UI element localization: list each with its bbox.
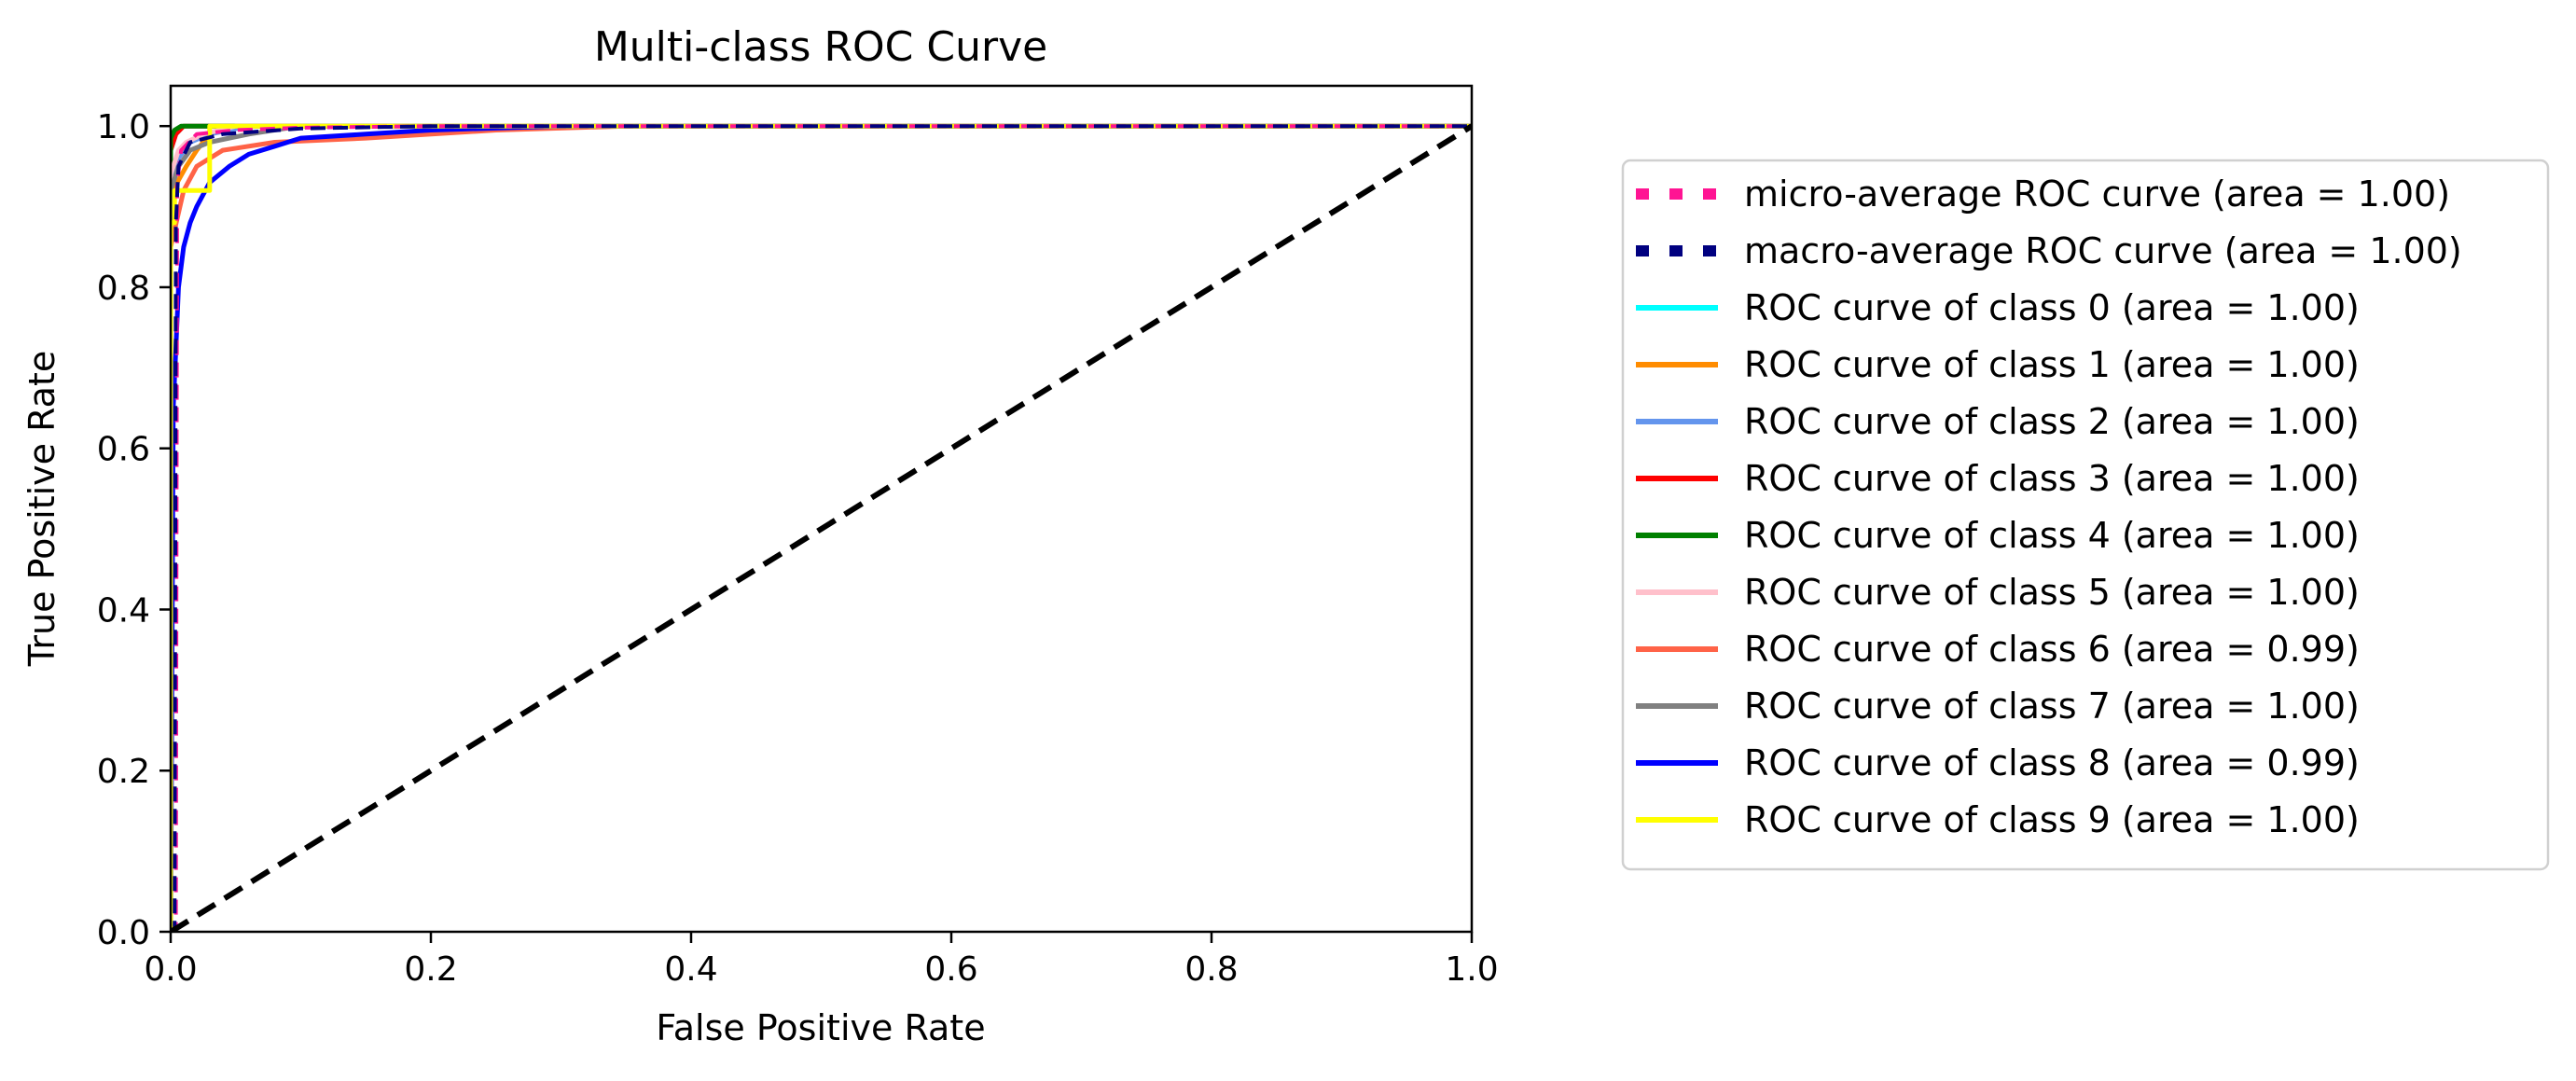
x-tick-label: 0.8 bbox=[1184, 950, 1238, 989]
legend-label-0: micro-average ROC curve (area = 1.00) bbox=[1744, 173, 2450, 215]
series-line-11 bbox=[171, 123, 1472, 932]
legend-label-10: ROC curve of class 8 (area = 0.99) bbox=[1744, 742, 2360, 783]
y-tick-label: 0.8 bbox=[97, 270, 150, 308]
legend-label-3: ROC curve of class 1 (area = 1.00) bbox=[1744, 344, 2360, 385]
plot-frame bbox=[169, 84, 1474, 934]
x-axis-label: False Positive Rate bbox=[656, 1007, 985, 1048]
legend-label-4: ROC curve of class 2 (area = 1.00) bbox=[1744, 401, 2360, 442]
series-line-10 bbox=[171, 123, 1472, 932]
y-axis-label: True Positive Rate bbox=[21, 351, 62, 668]
legend-label-9: ROC curve of class 7 (area = 1.00) bbox=[1744, 686, 2360, 727]
legend-label-6: ROC curve of class 4 (area = 1.00) bbox=[1744, 515, 2360, 556]
x-tick-label: 0.6 bbox=[924, 950, 977, 989]
plot-area bbox=[171, 123, 1472, 932]
legend-label-8: ROC curve of class 6 (area = 0.99) bbox=[1744, 629, 2360, 670]
y-tick-label: 0.0 bbox=[97, 914, 150, 952]
x-tick-label: 0.0 bbox=[144, 950, 197, 989]
x-tick-label: 0.4 bbox=[664, 950, 717, 989]
series-line-1 bbox=[171, 124, 1472, 932]
legend-label-5: ROC curve of class 3 (area = 1.00) bbox=[1744, 458, 2360, 499]
x-tick-label: 0.2 bbox=[404, 950, 457, 989]
y-tick-label: 0.6 bbox=[97, 431, 150, 469]
legend-label-11: ROC curve of class 9 (area = 1.00) bbox=[1744, 799, 2360, 840]
legend: micro-average ROC curve (area = 1.00) mac… bbox=[1621, 159, 2550, 871]
y-axis-ticks: 0.0 0.2 0.4 0.6 0.8 1.0 bbox=[97, 108, 171, 952]
legend-label-1: macro-average ROC curve (area = 1.00) bbox=[1744, 230, 2462, 271]
x-axis-ticks: 0.0 0.2 0.4 0.6 0.8 1.0 bbox=[144, 932, 1499, 989]
x-tick-label: 1.0 bbox=[1445, 950, 1498, 989]
y-tick-label: 0.2 bbox=[97, 753, 150, 791]
y-tick-label: 1.0 bbox=[97, 108, 150, 146]
legend-label-7: ROC curve of class 5 (area = 1.00) bbox=[1744, 572, 2360, 613]
y-tick-label: 0.4 bbox=[97, 591, 150, 630]
chance-diagonal-line bbox=[171, 123, 1472, 932]
legend-label-2: ROC curve of class 0 (area = 1.00) bbox=[1744, 287, 2360, 328]
chart-title: Multi-class ROC Curve bbox=[594, 23, 1047, 71]
legend-frame bbox=[1621, 159, 2550, 871]
